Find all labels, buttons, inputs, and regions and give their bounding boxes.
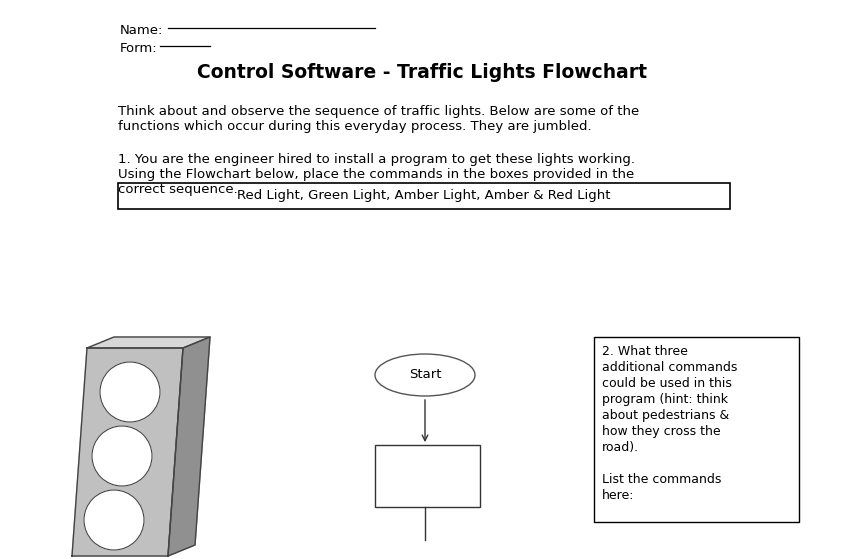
Circle shape xyxy=(100,362,160,422)
Text: Name:: Name: xyxy=(120,24,164,37)
Circle shape xyxy=(92,426,152,486)
Text: correct sequence.: correct sequence. xyxy=(118,183,238,196)
Polygon shape xyxy=(72,348,183,556)
Text: about pedestrians &: about pedestrians & xyxy=(602,409,729,422)
Text: 2. What three: 2. What three xyxy=(602,345,688,358)
Text: Form:: Form: xyxy=(120,42,158,55)
Polygon shape xyxy=(118,183,730,209)
Polygon shape xyxy=(375,445,480,507)
Text: program (hint: think: program (hint: think xyxy=(602,393,728,406)
Text: here:: here: xyxy=(602,489,635,502)
Text: Start: Start xyxy=(408,368,441,381)
Text: functions which occur during this everyday process. They are jumbled.: functions which occur during this everyd… xyxy=(118,120,592,133)
Text: Think about and observe the sequence of traffic lights. Below are some of the: Think about and observe the sequence of … xyxy=(118,105,639,118)
Text: how they cross the: how they cross the xyxy=(602,425,721,438)
Polygon shape xyxy=(168,337,210,556)
Text: Control Software - Traffic Lights Flowchart: Control Software - Traffic Lights Flowch… xyxy=(197,63,647,82)
Text: additional commands: additional commands xyxy=(602,361,738,374)
Text: could be used in this: could be used in this xyxy=(602,377,732,390)
Polygon shape xyxy=(594,337,799,522)
Text: road).: road). xyxy=(602,441,639,454)
Text: Using the Flowchart below, place the commands in the boxes provided in the: Using the Flowchart below, place the com… xyxy=(118,168,634,181)
Ellipse shape xyxy=(375,354,475,396)
Text: Red Light, Green Light, Amber Light, Amber & Red Light: Red Light, Green Light, Amber Light, Amb… xyxy=(237,190,611,202)
Text: List the commands: List the commands xyxy=(602,473,722,486)
Circle shape xyxy=(84,490,144,550)
Text: 1. You are the engineer hired to install a program to get these lights working.: 1. You are the engineer hired to install… xyxy=(118,153,635,166)
Polygon shape xyxy=(87,337,210,348)
